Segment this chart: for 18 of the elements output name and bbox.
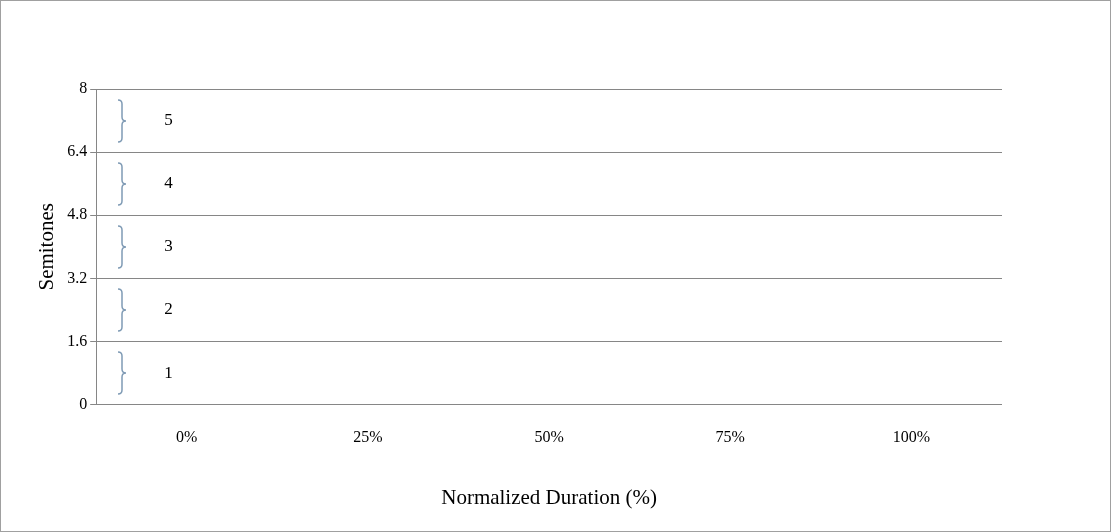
y-tick-label: 4.8 [67, 205, 88, 223]
x-tick-label: 0% [176, 428, 198, 446]
y-tick-label: 6.4 [67, 142, 88, 160]
x-tick-label: 75% [715, 428, 745, 446]
y-tick-label: 0 [79, 394, 88, 412]
y-tick-label: 1.6 [67, 331, 88, 349]
y-tick-label: 8 [79, 79, 88, 97]
x-tick-label: 50% [534, 428, 564, 446]
annotation: 2 [164, 299, 173, 319]
y-tick-label: 3.2 [67, 268, 88, 286]
x-tick-label: 25% [353, 428, 383, 446]
y-axis-title: Semitones [34, 203, 59, 291]
x-tick-label: 100% [892, 428, 931, 446]
annotation: 1 [164, 362, 173, 382]
annotation: 4 [164, 173, 174, 193]
annotation: 5 [164, 110, 173, 130]
annotation: 3 [164, 236, 173, 256]
x-axis-title: Normalized Duration (%) [441, 484, 657, 509]
